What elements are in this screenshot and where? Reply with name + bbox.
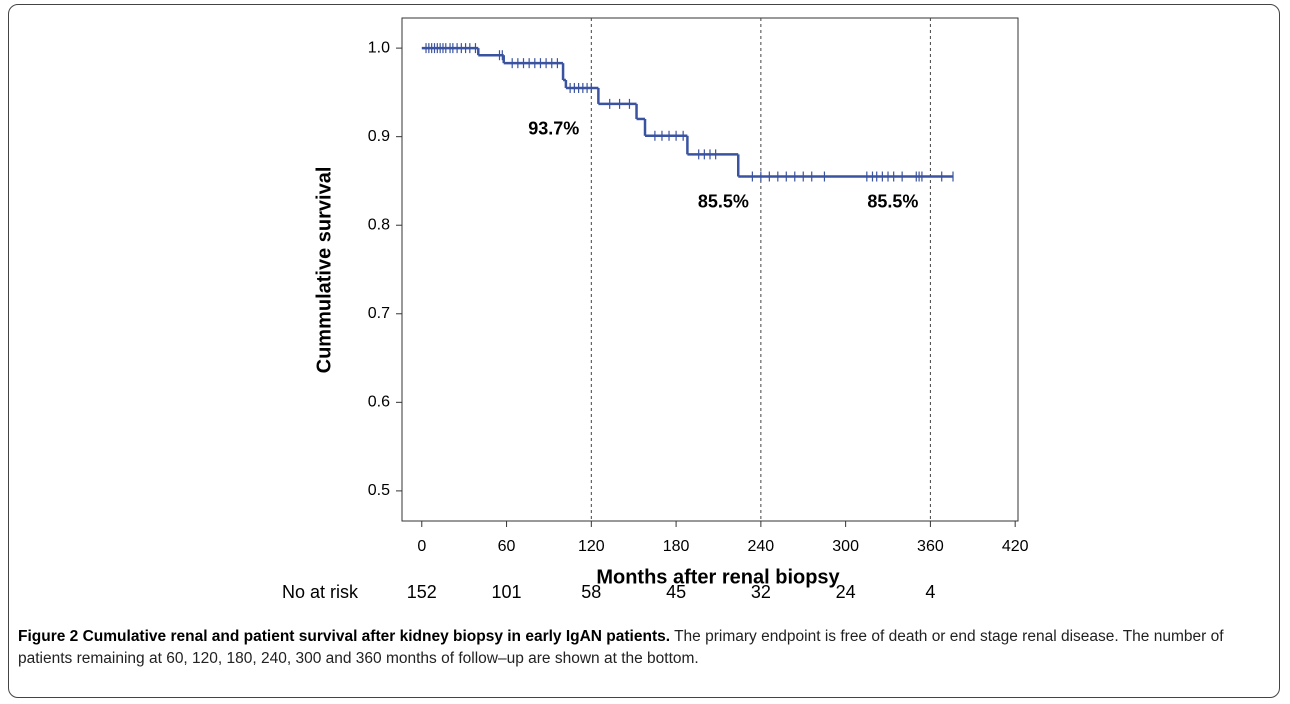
at-risk-count: 4 [925,582,935,602]
x-axis-label: Months after renal biopsy [596,566,840,588]
y-tick-label: 0.8 [368,216,390,233]
chart: Months after renal biopsy Cummulative su… [282,17,1029,602]
x-tick-label: 0 [417,538,426,555]
at-risk-count: 45 [666,582,686,602]
y-tick-label: 0.5 [368,482,390,499]
x-tick-label: 180 [663,538,690,555]
x-tick-label: 60 [498,538,516,555]
y-tick-label: 1.0 [368,39,390,56]
annotation: 93.7% [528,119,579,139]
caption: Figure 2 Cumulative renal and patient su… [18,626,1268,670]
x-tick-label: 240 [748,538,775,555]
figure-frame [8,4,1280,698]
y-axis-label: Cummulative survival [313,167,335,374]
at-risk-count: 24 [836,582,856,602]
at-risk-label: No at risk [282,582,359,602]
at-risk-count: 101 [492,582,522,602]
at-risk-count: 58 [581,582,601,602]
annotation: 85.5% [698,191,749,211]
caption-title: Figure 2 Cumulative renal and patient su… [18,628,671,645]
x-tick-label: 120 [578,538,605,555]
y-tick-label: 0.9 [368,128,390,145]
x-tick-label: 420 [1002,538,1029,555]
x-tick-label: 300 [832,538,859,555]
y-tick-label: 0.7 [368,305,390,322]
annotation: 85.5% [867,191,918,211]
y-tick-label: 0.6 [368,394,390,411]
plot-frame [401,17,1019,522]
x-tick-label: 360 [917,538,944,555]
at-risk-count: 152 [407,582,437,602]
caption-text: The primary endpoint is free of death or… [18,628,1224,667]
at-risk-count: 32 [751,582,771,602]
